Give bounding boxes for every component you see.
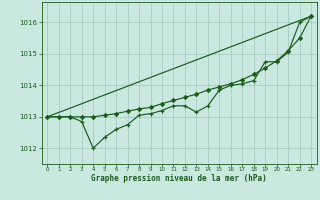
- X-axis label: Graphe pression niveau de la mer (hPa): Graphe pression niveau de la mer (hPa): [91, 174, 267, 183]
